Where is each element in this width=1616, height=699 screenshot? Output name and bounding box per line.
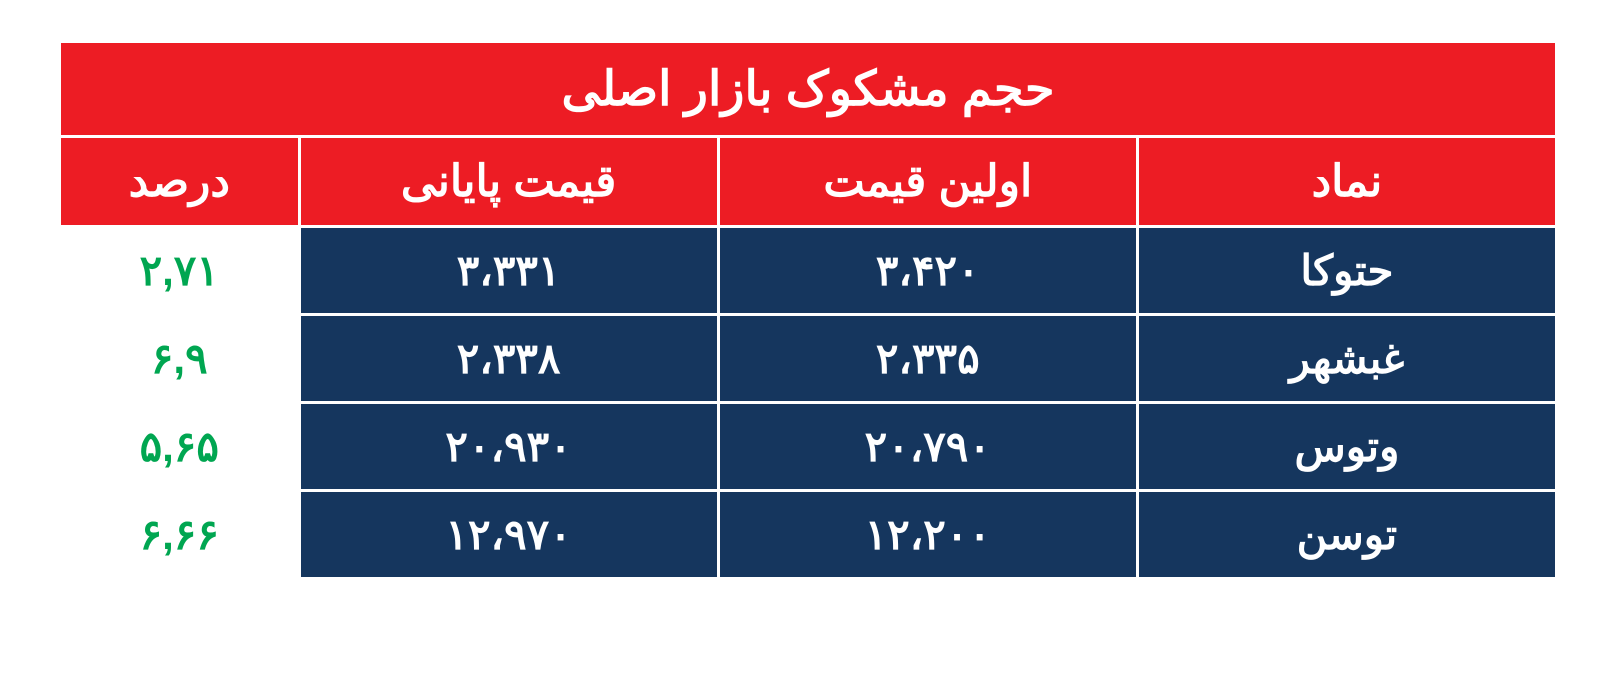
table-title-row: حجم مشکوک بازار اصلی [60,42,1557,137]
cell-last-price: ۲،۳۳۸ [299,315,718,403]
header-first-price: اولین قیمت [718,137,1137,227]
table-title: حجم مشکوک بازار اصلی [60,42,1557,137]
cell-first-price: ۲،۳۳۵ [718,315,1137,403]
table-row: غبشهر ۲،۳۳۵ ۲،۳۳۸ ۶,۹ [60,315,1557,403]
table-row: توسن ۱۲،۲۰۰ ۱۲،۹۷۰ ۶,۶۶ [60,491,1557,579]
header-symbol: نماد [1137,137,1556,227]
cell-symbol: توسن [1137,491,1556,579]
table-row: حتوکا ۳،۴۲۰ ۳،۳۳۱ ۲,۷۱ [60,227,1557,315]
cell-last-price: ۱۲،۹۷۰ [299,491,718,579]
cell-last-price: ۲۰،۹۳۰ [299,403,718,491]
cell-percent: ۶,۶۶ [60,491,300,579]
header-percent: درصد [60,137,300,227]
table-row: وتوس ۲۰،۷۹۰ ۲۰،۹۳۰ ۵,۶۵ [60,403,1557,491]
table-body: حتوکا ۳،۴۲۰ ۳،۳۳۱ ۲,۷۱ غبشهر ۲،۳۳۵ ۲،۳۳۸… [60,227,1557,579]
cell-percent: ۶,۹ [60,315,300,403]
cell-percent: ۵,۶۵ [60,403,300,491]
cell-percent: ۲,۷۱ [60,227,300,315]
cell-symbol: وتوس [1137,403,1556,491]
cell-symbol: غبشهر [1137,315,1556,403]
market-volume-table: حجم مشکوک بازار اصلی نماد اولین قیمت قیم… [58,40,1558,580]
cell-first-price: ۲۰،۷۹۰ [718,403,1137,491]
table-header-row: نماد اولین قیمت قیمت پایانی درصد [60,137,1557,227]
cell-first-price: ۱۲،۲۰۰ [718,491,1137,579]
cell-first-price: ۳،۴۲۰ [718,227,1137,315]
header-last-price: قیمت پایانی [299,137,718,227]
cell-symbol: حتوکا [1137,227,1556,315]
cell-last-price: ۳،۳۳۱ [299,227,718,315]
